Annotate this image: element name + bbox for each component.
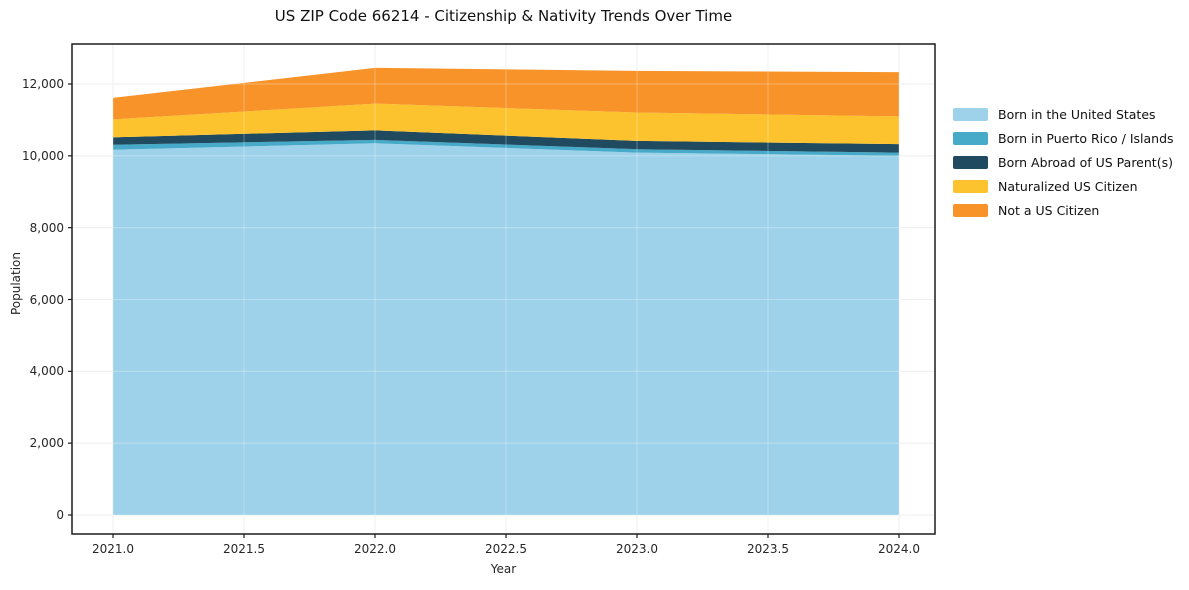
legend-swatch-icon: [953, 131, 988, 145]
area-naturalized-us-citizen: [113, 103, 899, 145]
area-not-a-us-citizen: [113, 67, 899, 120]
legend-item-born-in-the-united-states: Born in the United States: [953, 102, 1174, 126]
legend-swatch-icon: [953, 107, 988, 121]
y-tick-label: 4,000: [29, 364, 64, 379]
legend-label: Born Abroad of US Parent(s): [998, 154, 1173, 170]
plot-svg: [68, 43, 936, 538]
y-tick-label: 6,000: [29, 292, 64, 307]
x-tick-label: 2024.0: [878, 542, 920, 556]
x-tick-label: 2022.0: [354, 542, 396, 556]
legend-label: Born in the United States: [998, 106, 1156, 122]
area-born-in-the-united-states: [113, 143, 899, 515]
y-tick-label: 2,000: [29, 436, 64, 451]
y-tick-label: 10,000: [22, 148, 64, 163]
legend-label: Not a US Citizen: [998, 202, 1100, 218]
legend-label: Born in Puerto Rico / Islands: [998, 130, 1174, 146]
x-tick-label: 2023.0: [616, 542, 658, 556]
area-born-in-puerto-rico-islands: [113, 139, 899, 156]
x-tick-label: 2021.5: [223, 542, 265, 556]
x-tick-label: 2021.0: [92, 542, 134, 556]
x-tick-label: 2022.5: [485, 542, 527, 556]
legend-label: Naturalized US Citizen: [998, 178, 1138, 194]
legend-item-not-a-us-citizen: Not a US Citizen: [953, 198, 1174, 222]
legend-swatch-icon: [953, 179, 988, 193]
y-tick-label: 12,000: [22, 77, 64, 91]
legend-swatch-icon: [953, 203, 988, 217]
y-tick-label: 8,000: [29, 220, 64, 235]
legend-item-born-in-puerto-rico-islands: Born in Puerto Rico / Islands: [953, 126, 1174, 150]
y-tick-label: 0: [56, 508, 64, 522]
legend-swatch-icon: [953, 155, 988, 169]
legend-item-naturalized-us-citizen: Naturalized US Citizen: [953, 174, 1174, 198]
x-axis-label: Year: [490, 562, 517, 576]
plot-frame: [71, 43, 936, 535]
legend: Born in the United States Born in Puerto …: [953, 102, 1174, 222]
area-born-abroad-of-us-parent-s: [113, 130, 899, 153]
x-tick-label: 2023.5: [747, 542, 789, 556]
legend-item-born-abroad-of-us-parent-s: Born Abroad of US Parent(s): [953, 150, 1174, 174]
chart-title: US ZIP Code 66214 - Citizenship & Nativi…: [274, 7, 733, 25]
